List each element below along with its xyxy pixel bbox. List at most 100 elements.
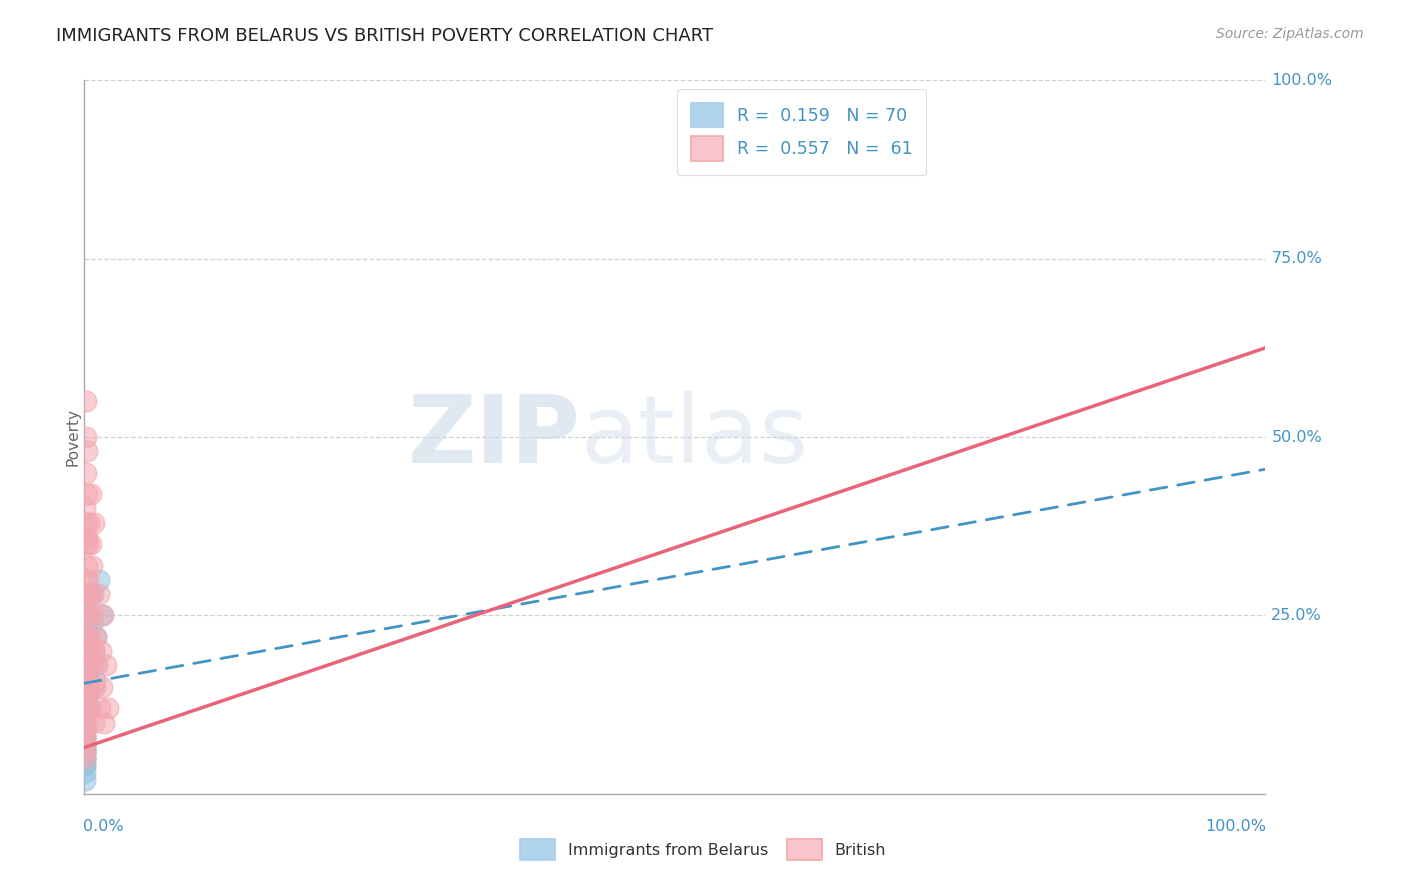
Point <box>80 615 103 630</box>
Point <box>73 723 96 737</box>
Point <box>91 680 114 694</box>
Point <box>77 680 100 694</box>
Point <box>73 694 96 708</box>
Point <box>77 665 100 680</box>
Point <box>79 644 101 658</box>
Point <box>75 644 97 658</box>
Point <box>73 708 96 723</box>
Point <box>76 673 98 687</box>
Point <box>75 630 97 644</box>
Text: Source: ZipAtlas.com: Source: ZipAtlas.com <box>1216 27 1364 41</box>
Point <box>76 487 98 501</box>
Point <box>76 530 98 544</box>
Point <box>75 673 97 687</box>
Point <box>77 701 100 715</box>
Point <box>75 665 97 680</box>
Point <box>76 444 98 458</box>
Point <box>75 687 97 701</box>
Point <box>75 587 97 601</box>
Point <box>77 608 100 623</box>
Point <box>80 487 103 501</box>
Point <box>77 687 100 701</box>
Point <box>73 723 96 737</box>
Point <box>75 658 97 673</box>
Point <box>75 680 97 694</box>
Text: 100.0%: 100.0% <box>1271 73 1333 87</box>
Point <box>73 723 96 737</box>
Point <box>75 651 97 665</box>
Point <box>73 730 96 744</box>
Point <box>73 715 96 730</box>
Point <box>75 715 97 730</box>
Point <box>82 558 104 573</box>
Point <box>73 758 96 772</box>
Point <box>75 630 97 644</box>
Point <box>75 680 97 694</box>
Point <box>79 630 101 644</box>
Point <box>73 744 96 758</box>
Point <box>75 644 97 658</box>
Point <box>76 623 98 637</box>
Point <box>80 587 103 601</box>
Point <box>73 715 96 730</box>
Point <box>76 644 98 658</box>
Text: ZIP: ZIP <box>408 391 581 483</box>
Point <box>76 651 98 665</box>
Point <box>73 751 96 765</box>
Point <box>75 694 97 708</box>
Point <box>75 501 97 516</box>
Point <box>77 658 100 673</box>
Point <box>75 394 97 409</box>
Point <box>77 587 100 601</box>
Point <box>82 608 104 623</box>
Point <box>73 737 96 751</box>
Point <box>75 673 97 687</box>
Point <box>89 701 111 715</box>
Point <box>73 737 96 751</box>
Point <box>84 630 107 644</box>
Point <box>75 651 97 665</box>
Point <box>73 680 96 694</box>
Point <box>73 744 96 758</box>
Point <box>76 630 98 644</box>
Point <box>73 701 96 715</box>
Point <box>83 644 105 658</box>
Point <box>80 537 103 551</box>
Point <box>79 644 101 658</box>
Point <box>77 680 100 694</box>
Text: atlas: atlas <box>581 391 808 483</box>
Point <box>76 630 98 644</box>
Text: 25.0%: 25.0% <box>1271 608 1322 623</box>
Legend: R =  0.159   N = 70, R =  0.557   N =  61: R = 0.159 N = 70, R = 0.557 N = 61 <box>678 89 927 175</box>
Point <box>73 708 96 723</box>
Point <box>82 587 104 601</box>
Point <box>75 430 97 444</box>
Point <box>75 658 97 673</box>
Point <box>73 708 96 723</box>
Point <box>90 644 112 658</box>
Point <box>83 715 105 730</box>
Point <box>75 573 97 587</box>
Point <box>75 637 97 651</box>
Point <box>73 730 96 744</box>
Point <box>83 516 105 530</box>
Point <box>75 601 97 615</box>
Point <box>73 744 96 758</box>
Point <box>76 658 98 673</box>
Point <box>96 658 118 673</box>
Point <box>75 615 97 630</box>
Point <box>73 680 96 694</box>
Legend: Immigrants from Belarus, British: Immigrants from Belarus, British <box>513 833 893 866</box>
Point <box>97 701 120 715</box>
Text: 50.0%: 50.0% <box>1271 430 1322 444</box>
Point <box>82 680 104 694</box>
Text: 0.0%: 0.0% <box>83 819 124 834</box>
Point <box>84 630 107 644</box>
Point <box>75 608 97 623</box>
Point <box>73 701 96 715</box>
Point <box>73 730 96 744</box>
Point <box>75 644 97 658</box>
Point <box>76 587 98 601</box>
Point <box>73 701 96 715</box>
Point <box>86 658 108 673</box>
